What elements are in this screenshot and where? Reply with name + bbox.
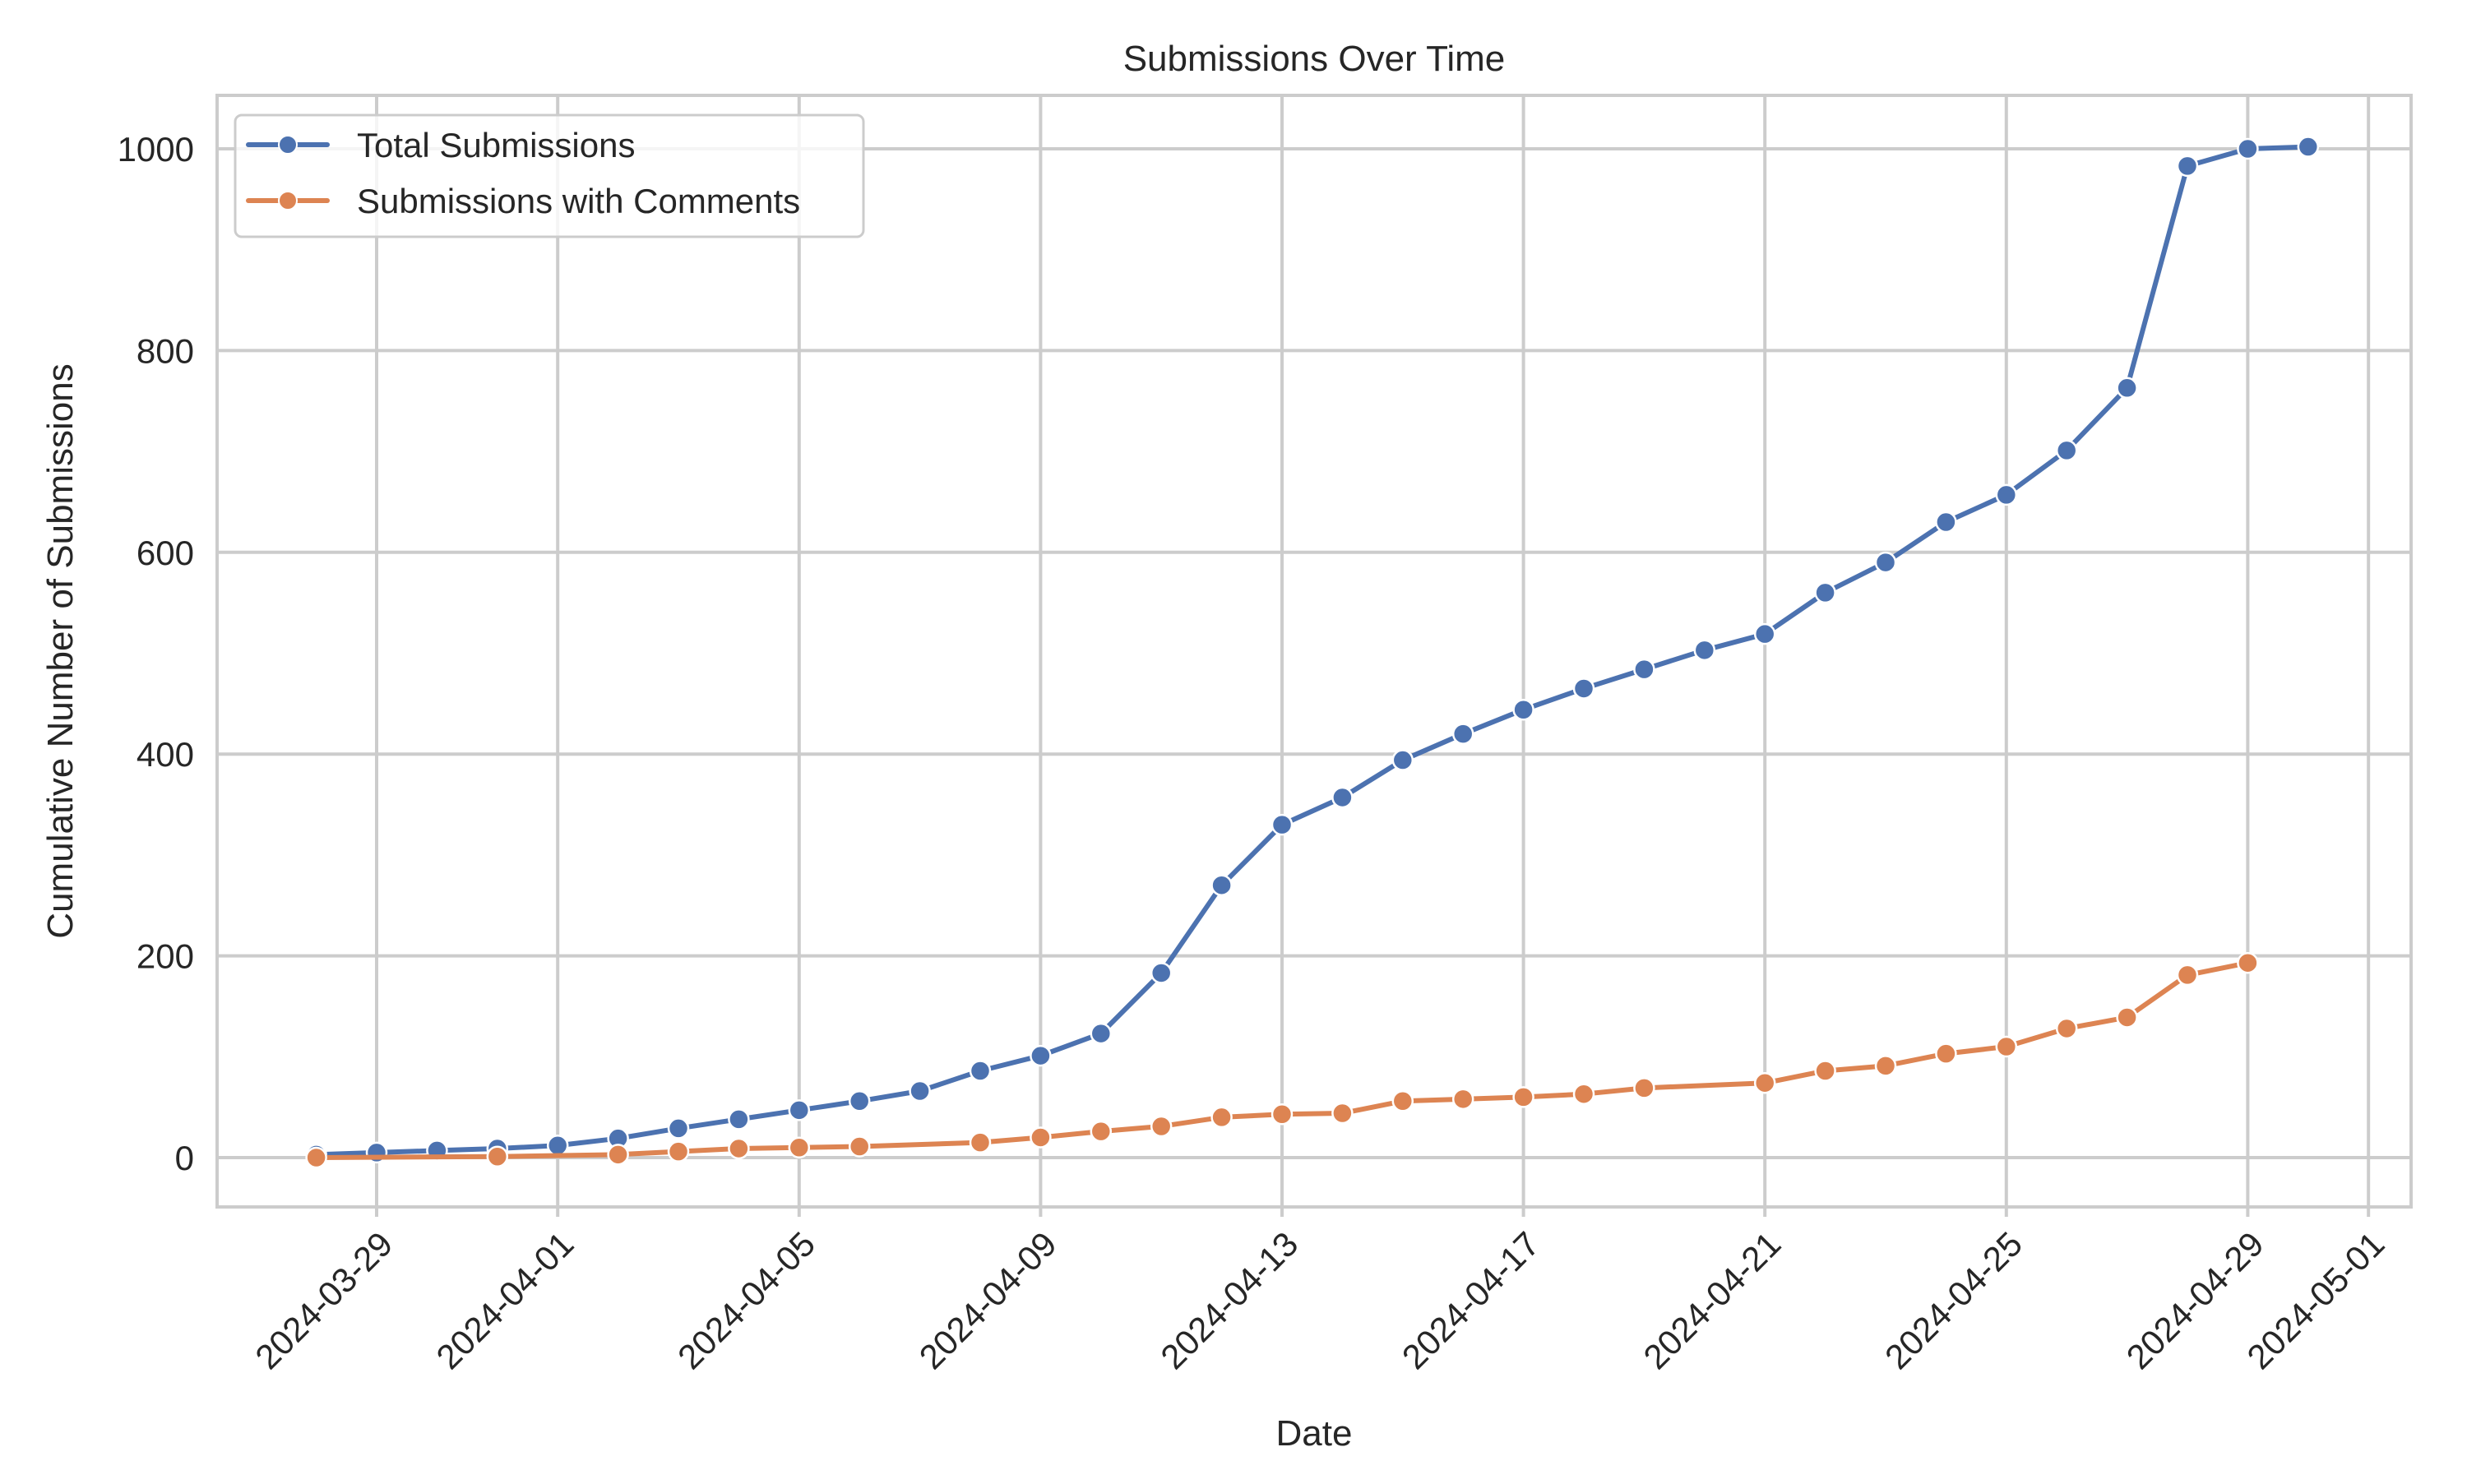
data-point (2297, 136, 2320, 158)
legend-label-total: Total Submissions (357, 126, 635, 164)
data-point (1633, 658, 1655, 681)
data-point (848, 1135, 871, 1158)
data-point (1271, 1103, 1294, 1126)
x-tick-label: 2024-04-13 (1153, 1224, 1305, 1376)
x-tick-label: 2024-04-21 (1636, 1224, 1788, 1376)
data-series (305, 136, 2320, 1169)
data-point (1874, 551, 1897, 574)
series-line (316, 144, 2308, 1158)
y-axis-label: Cumulative Number of Submissions (40, 363, 81, 938)
data-point (728, 1137, 750, 1160)
data-point (1210, 1106, 1233, 1129)
data-point (1995, 1035, 2018, 1058)
series-total-submissions (305, 136, 2320, 1166)
data-point (1391, 749, 1414, 771)
data-point (1814, 1060, 1836, 1082)
data-point (667, 1117, 690, 1140)
y-tick-label: 0 (175, 1139, 194, 1177)
data-point (2055, 1017, 2078, 1040)
x-tick-label: 2024-04-17 (1395, 1224, 1547, 1376)
data-point (1572, 677, 1595, 700)
data-point (1512, 698, 1534, 721)
legend: Total Submissions Submissions with Comme… (234, 113, 865, 238)
data-point (1935, 511, 1957, 534)
data-point (1210, 874, 1233, 896)
data-point (1331, 786, 1354, 809)
data-point (1874, 1055, 1897, 1077)
data-point (2055, 439, 2078, 462)
data-point (1814, 581, 1836, 604)
y-tick-label: 600 (137, 534, 194, 572)
data-point (1512, 1086, 1534, 1108)
data-point (2116, 1006, 2138, 1029)
data-point (1753, 1071, 1776, 1094)
data-point (1090, 1022, 1113, 1045)
legend-label-comments: Submissions with Comments (357, 182, 800, 220)
data-point (1030, 1126, 1052, 1149)
data-point (788, 1099, 811, 1121)
chart-title: Submissions Over Time (1123, 39, 1506, 79)
data-point (1572, 1083, 1595, 1105)
data-point (1995, 483, 2018, 506)
x-tick-label: 2024-03-29 (248, 1224, 400, 1376)
data-point (667, 1140, 690, 1163)
legend-marker-comments (278, 191, 298, 210)
data-point (788, 1136, 811, 1158)
data-point (305, 1146, 327, 1169)
x-axis-label: Date (1276, 1413, 1353, 1454)
x-tick-label: 2024-04-05 (670, 1224, 822, 1376)
data-point (1753, 622, 1776, 645)
y-tick-label: 200 (137, 937, 194, 976)
data-point (1451, 1088, 1474, 1111)
x-axis-ticks: 2024-03-29 2024-04-01 2024-04-05 2024-04-09… (248, 1207, 2392, 1376)
data-point (2116, 377, 2138, 400)
plot-frame (215, 94, 2413, 1209)
data-point (848, 1090, 871, 1112)
data-point (1693, 639, 1716, 662)
data-point (2237, 137, 2259, 160)
data-point (1935, 1042, 1957, 1065)
data-point (969, 1060, 992, 1082)
data-point (2176, 155, 2199, 178)
data-point (546, 1135, 569, 1157)
data-point (1451, 723, 1474, 745)
y-tick-label: 800 (137, 331, 194, 370)
data-point (1030, 1044, 1052, 1067)
data-point (2237, 951, 2259, 974)
series-line (316, 960, 2248, 1160)
data-point (2176, 964, 2199, 987)
data-point (1150, 1115, 1173, 1138)
legend-item-total: Total Submissions (246, 126, 635, 164)
legend-item-comments: Submissions with Comments (246, 182, 800, 220)
data-point (1633, 1077, 1655, 1099)
grid-lines (217, 95, 2411, 1207)
data-point (1090, 1120, 1113, 1143)
y-tick-label: 1000 (118, 130, 194, 169)
data-point (486, 1145, 509, 1168)
data-point (728, 1108, 750, 1130)
data-point (1150, 962, 1173, 984)
y-tick-label: 400 (137, 735, 194, 774)
data-point (909, 1079, 931, 1103)
x-tick-label: 2024-04-01 (428, 1224, 581, 1376)
y-axis-ticks: 0 200 400 600 800 1000 (118, 130, 194, 1177)
data-point (607, 1144, 629, 1166)
data-point (1271, 813, 1294, 836)
series-submissions-with-comments (305, 951, 2259, 1169)
legend-marker-total (278, 135, 298, 155)
x-tick-label: 2024-04-25 (1877, 1224, 2030, 1376)
x-tick-label: 2024-04-09 (912, 1224, 1064, 1376)
legend-box (234, 113, 865, 238)
data-point (1331, 1102, 1354, 1125)
data-point (1391, 1090, 1414, 1112)
data-point (969, 1131, 992, 1153)
